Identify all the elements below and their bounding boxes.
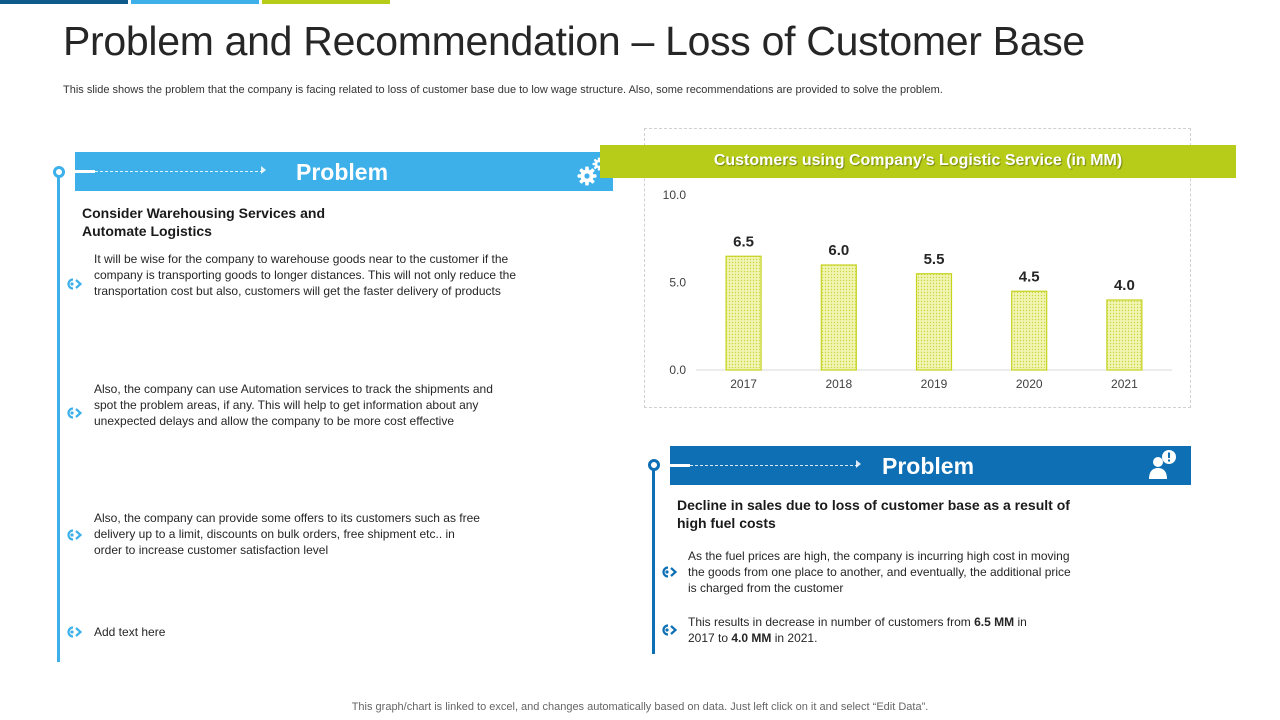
banner-solid-line xyxy=(670,464,690,467)
right-problem-banner: Problem xyxy=(670,446,1191,485)
chart-title: Customers using Company’s Logistic Servi… xyxy=(713,152,1123,169)
text-run: in 2021. xyxy=(771,631,818,645)
slide-subtitle: This slide shows the problem that the co… xyxy=(63,84,943,96)
banner-arrowhead xyxy=(261,166,266,174)
banner-dashed-arrow xyxy=(95,171,263,172)
x-tick-label: 2018 xyxy=(825,377,852,391)
right-bullet-text: As the fuel prices are high, the company… xyxy=(688,549,1071,595)
data-label: 6.5 xyxy=(733,233,754,250)
y-tick-label: 10.0 xyxy=(663,188,687,202)
chart-title-banner: Customers using Company’s Logistic Servi… xyxy=(600,145,1236,178)
data-label: 4.5 xyxy=(1019,268,1040,285)
accent-bar-lime xyxy=(262,0,390,4)
bullet-arrow-icon xyxy=(662,566,678,578)
x-tick-label: 2017 xyxy=(730,377,757,391)
right-bullet-text: This results in decrease in number of cu… xyxy=(688,614,1033,646)
left-bullet-text: Also, the company can use Automation ser… xyxy=(94,382,493,428)
bar-2018[interactable] xyxy=(820,264,857,371)
slide-title: Problem and Recommendation – Loss of Cus… xyxy=(63,18,1085,64)
banner-dashed-arrow xyxy=(690,465,858,466)
right-banner-title: Problem xyxy=(882,453,975,479)
banner-arrowhead xyxy=(856,460,861,468)
left-bullet-text[interactable]: Add text here xyxy=(94,625,166,639)
bar-chart[interactable]: 0.0 5.0 10.0 6.5 2017 6.0 2018 5.5 2019 4.5 2020 4.… xyxy=(644,180,1191,405)
accent-bar-dark-blue xyxy=(0,0,128,4)
data-label: 4.0 xyxy=(1114,277,1135,294)
x-tick-label: 2021 xyxy=(1111,377,1138,391)
user-alert-icon xyxy=(1149,450,1176,479)
left-timeline-line xyxy=(57,172,60,662)
footer-note: This graph/chart is linked to excel, and… xyxy=(351,701,929,713)
bar-2019[interactable] xyxy=(915,273,953,371)
accent-bar-light-blue xyxy=(131,0,259,4)
y-tick-label: 0.0 xyxy=(669,363,686,377)
x-tick-label: 2019 xyxy=(921,377,948,391)
right-timeline-line xyxy=(652,466,655,654)
y-tick-label: 5.0 xyxy=(669,276,686,290)
chart-frame xyxy=(644,128,1191,408)
bullet-arrow-icon xyxy=(67,529,83,541)
left-timeline-dot xyxy=(52,166,65,178)
bar-2017[interactable] xyxy=(725,255,762,371)
right-timeline-dot xyxy=(647,459,660,471)
left-bullet-text: It will be wise for the company to wareh… xyxy=(94,252,517,298)
left-heading: Consider Warehousing Services and Automa… xyxy=(82,205,325,239)
banner-solid-line xyxy=(75,170,95,173)
left-bullet-text: Also, the company can provide some offer… xyxy=(94,511,480,557)
data-label: 6.0 xyxy=(828,242,849,259)
highlight-value: 6.5 MM xyxy=(974,615,1015,629)
left-problem-banner: Problem xyxy=(75,152,613,191)
bullet-arrow-icon xyxy=(67,626,83,638)
x-tick-label: 2020 xyxy=(1016,377,1043,391)
text-run: This results in decrease in number of cu… xyxy=(688,615,975,629)
data-label: 5.5 xyxy=(924,251,945,268)
right-heading: Decline in sales due to loss of customer… xyxy=(677,497,1070,531)
bullet-arrow-icon xyxy=(67,278,83,290)
left-banner-title: Problem xyxy=(296,159,389,185)
highlight-value: 4.0 MM xyxy=(731,631,772,645)
bar-2020[interactable] xyxy=(1011,290,1048,371)
text-run: in 2017 to xyxy=(688,615,1027,645)
bullet-arrow-icon xyxy=(662,624,678,636)
bullet-arrow-icon xyxy=(67,407,83,419)
bar-2021[interactable] xyxy=(1106,299,1143,371)
